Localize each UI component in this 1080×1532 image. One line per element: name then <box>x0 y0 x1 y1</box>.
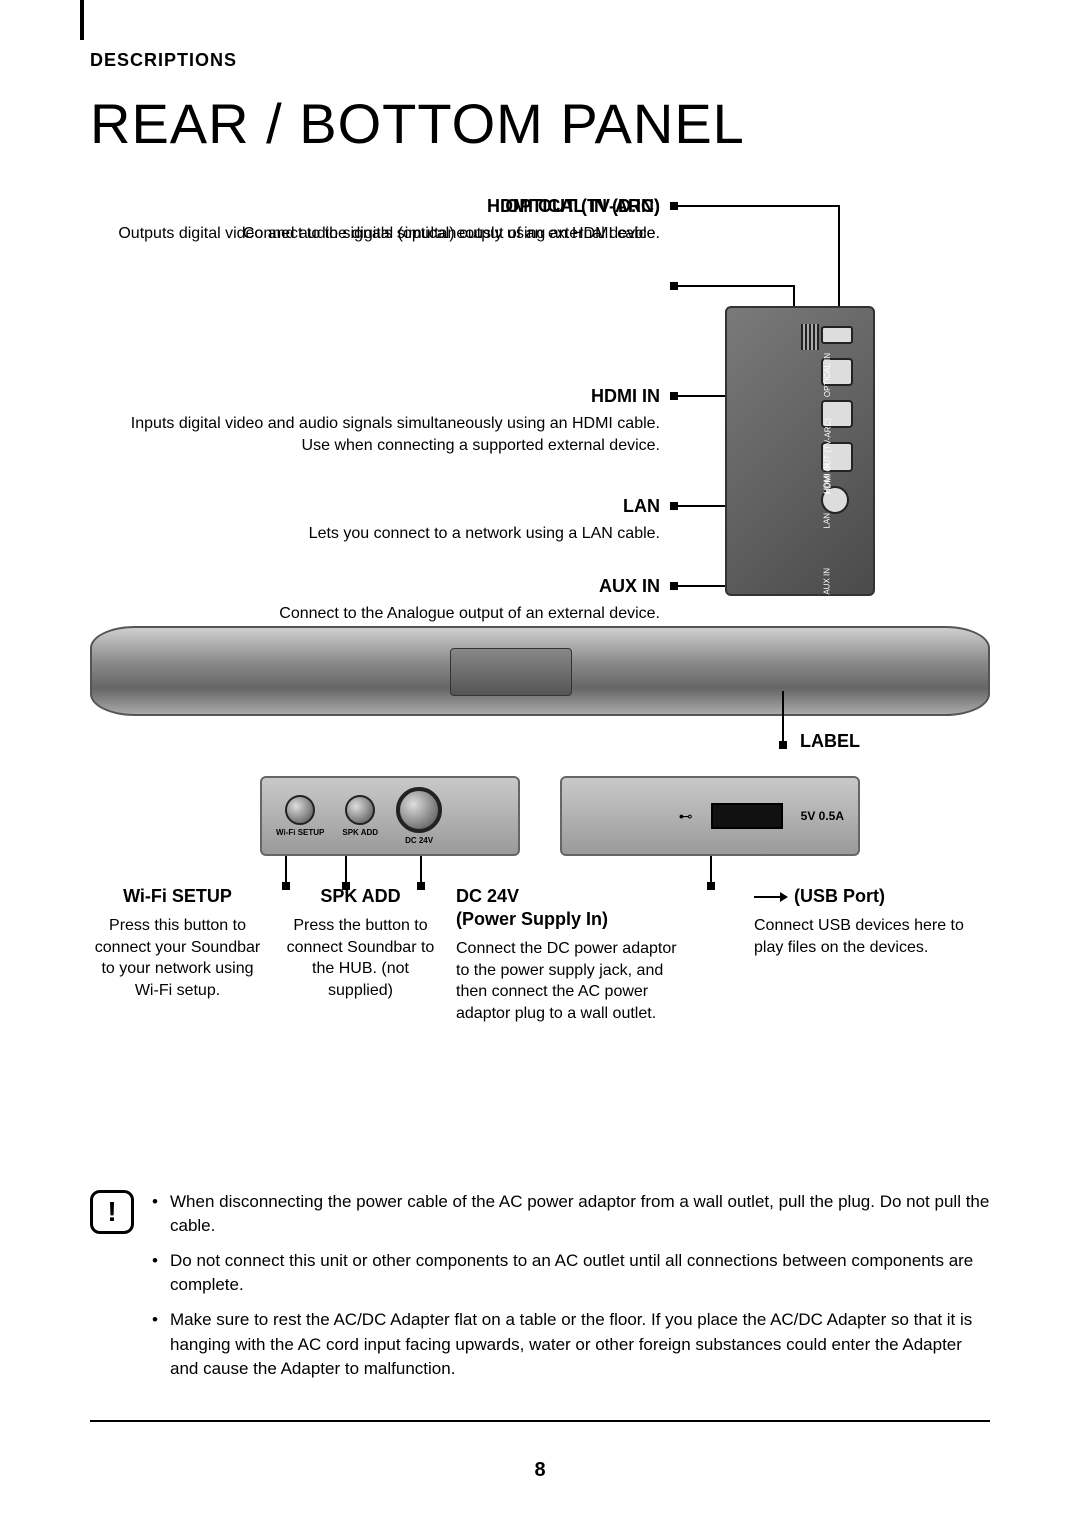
callout-dc: DC 24V (Power Supply In) Connect the DC … <box>456 886 686 1024</box>
callout-desc-lan: Lets you connect to a network using a LA… <box>100 523 660 545</box>
leader-line <box>675 285 795 287</box>
callout-spk: SPK ADD Press the button to connect Soun… <box>283 886 438 1024</box>
wifi-setup-label: Wi-Fi SETUP <box>276 828 324 837</box>
caution-icon: ! <box>90 1190 134 1234</box>
caution-block: ! When disconnecting the power cable of … <box>90 1190 990 1392</box>
usb-mini-icon: ⊷ <box>679 808 693 825</box>
diagram-area: OPTICAL IN (D.IN) Connect to the digital… <box>90 196 990 1026</box>
soundbar-illustration <box>90 626 990 716</box>
spk-add-label: SPK ADD <box>342 828 378 837</box>
callout-heading-hdmiout: HDMI OUT (TV-ARC) <box>487 196 660 217</box>
page-title: REAR / BOTTOM PANEL <box>90 91 990 156</box>
caution-item: When disconnecting the power cable of th… <box>152 1190 990 1239</box>
desc-spk: Press the button to connect Soundbar to … <box>283 915 438 1001</box>
callout-desc-hdmiout: Outputs digital video and audio signals … <box>100 223 660 245</box>
subheading-dc: (Power Supply In) <box>456 909 686 930</box>
port-label-optical: OPTICAL IN <box>823 353 832 397</box>
dc24v-label: DC 24V <box>405 836 433 845</box>
callout-auxin: AUX IN Connect to the Analogue output of… <box>100 576 660 625</box>
bottom-inset-usb: ⊷ 5V 0.5A <box>560 776 860 856</box>
footer-rule <box>90 1420 990 1422</box>
port-optical-icon <box>821 326 853 344</box>
usb-trident-icon <box>754 888 788 906</box>
callout-heading-lan: LAN <box>623 496 660 517</box>
heading-usb: (USB Port) <box>794 886 885 907</box>
section-vertical-rule <box>80 0 84 40</box>
port-label-auxin: AUX IN <box>823 568 832 595</box>
caution-item: Make sure to rest the AC/DC Adapter flat… <box>152 1308 990 1382</box>
heading-dc: DC 24V <box>456 886 686 907</box>
caution-item: Do not connect this unit or other compon… <box>152 1249 990 1298</box>
heading-usb-row: (USB Port) <box>754 886 990 907</box>
callout-hdmiin: HDMI IN Inputs digital video and audio s… <box>100 386 660 456</box>
label-callout: LABEL <box>800 731 860 752</box>
spk-add-button-icon <box>345 795 375 825</box>
callout-lan: LAN Lets you connect to a network using … <box>100 496 660 545</box>
callout-desc-hdmiin: Inputs digital video and audio signals s… <box>100 413 660 456</box>
bottom-inset-buttons: Wi-Fi SETUP SPK ADD DC 24V <box>260 776 520 856</box>
caution-list: When disconnecting the power cable of th… <box>152 1190 990 1392</box>
leader-line <box>675 205 840 207</box>
bottom-callouts-row: Wi-Fi SETUP Press this button to connect… <box>90 886 990 1024</box>
callout-hdmiout: HDMI OUT (TV-ARC) Outputs digital video … <box>100 196 660 245</box>
dc24v-jack-icon <box>396 787 442 833</box>
page-number: 8 <box>0 1459 1080 1482</box>
usb-slot-icon <box>711 803 783 829</box>
usb-spec-text: 5V 0.5A <box>801 809 844 823</box>
port-label-lan: LAN <box>823 513 832 529</box>
callout-desc-auxin: Connect to the Analogue output of an ext… <box>100 603 660 625</box>
callout-wifi: Wi-Fi SETUP Press this button to connect… <box>90 886 265 1024</box>
callout-heading-auxin: AUX IN <box>599 576 660 597</box>
rear-port-module: OPTICAL IN HDMI OUT (TV-ARC) HDMI IN LAN… <box>725 306 875 596</box>
wifi-setup-button-icon <box>285 795 315 825</box>
port-label-hdmiin: HDMI IN <box>823 463 832 494</box>
heading-spk: SPK ADD <box>283 886 438 907</box>
heading-wifi: Wi-Fi SETUP <box>90 886 265 907</box>
desc-wifi: Press this button to connect your Soundb… <box>90 915 265 1001</box>
desc-usb: Connect USB devices here to play files o… <box>754 915 990 958</box>
desc-dc: Connect the DC power adaptor to the powe… <box>456 938 686 1024</box>
callout-usb: (USB Port) Connect USB devices here to p… <box>704 886 990 1024</box>
section-label: DESCRIPTIONS <box>90 50 990 71</box>
callout-heading-hdmiin: HDMI IN <box>591 386 660 407</box>
leader-line <box>782 691 784 743</box>
